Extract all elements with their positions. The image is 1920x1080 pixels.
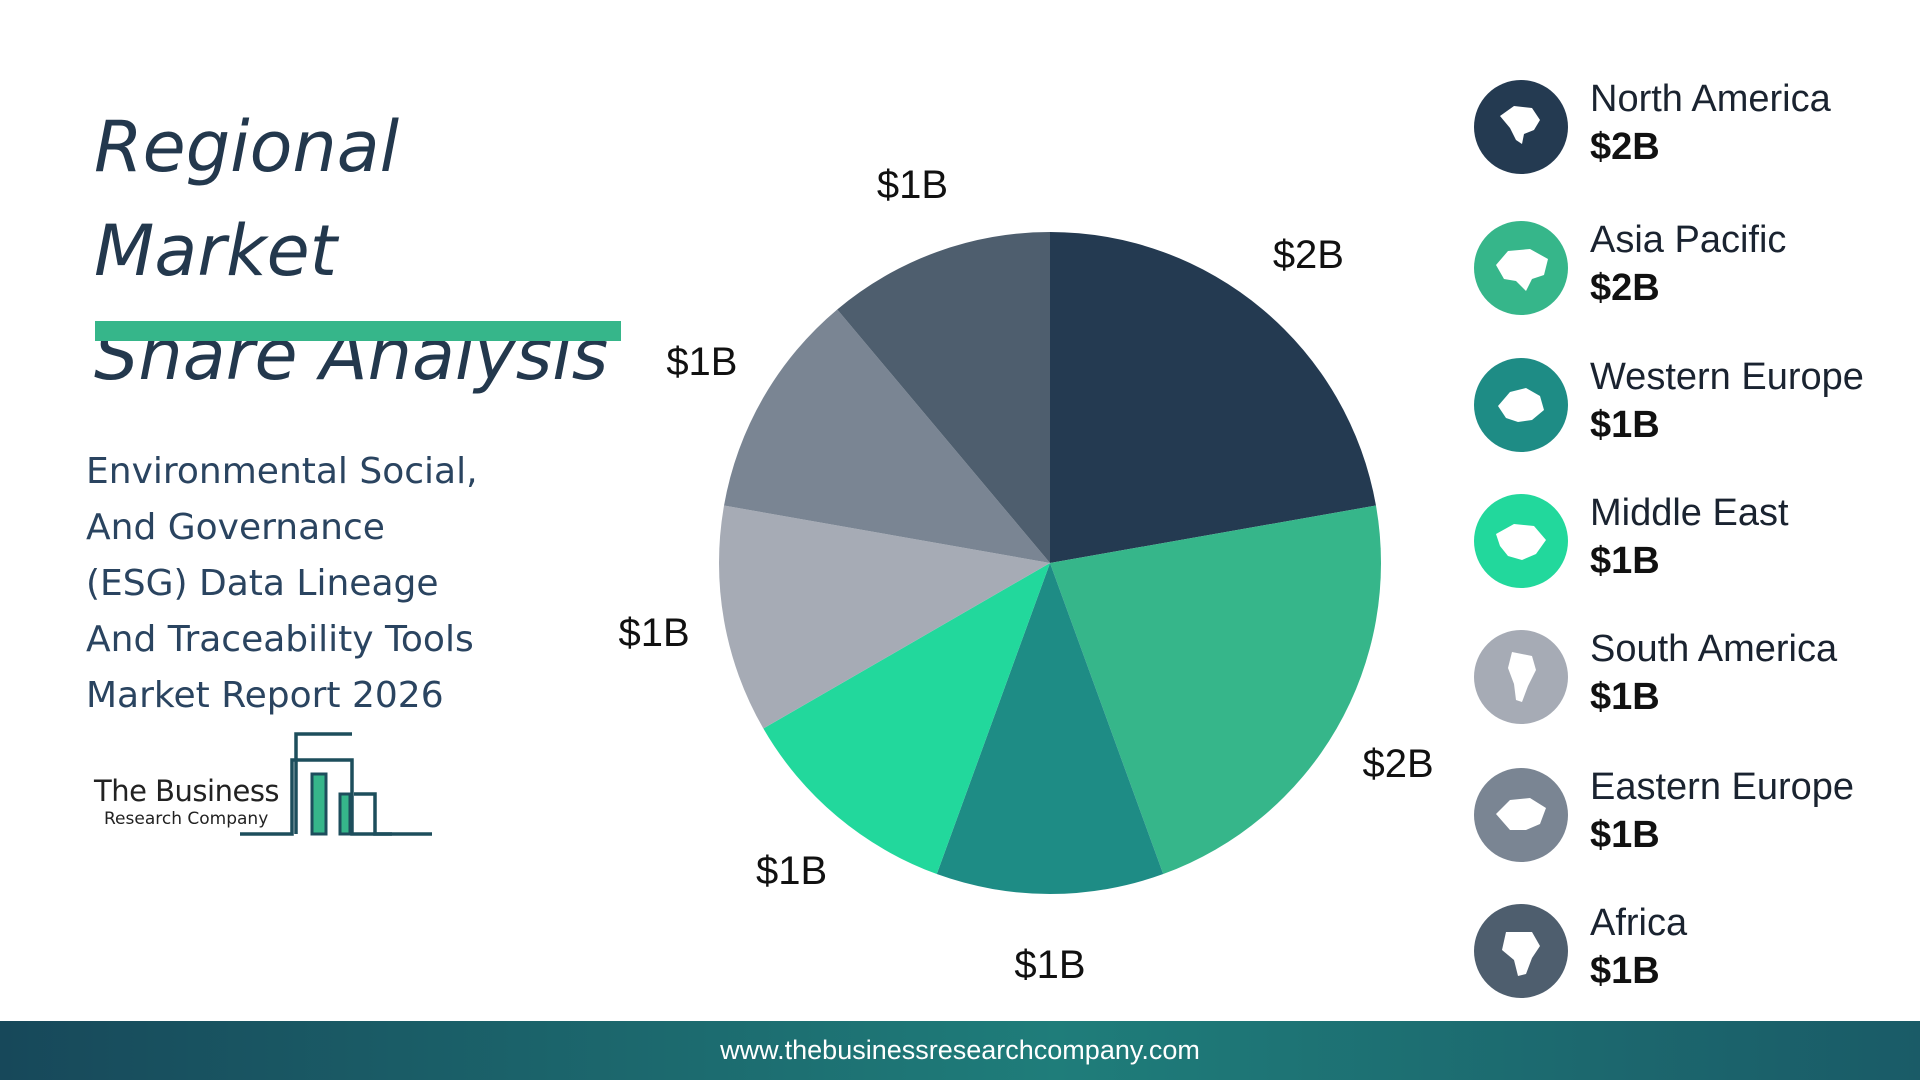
globe-graphic bbox=[1508, 652, 1536, 702]
legend-value: $2B bbox=[1590, 126, 1660, 168]
legend-value: $2B bbox=[1590, 267, 1660, 309]
globe-graphic bbox=[1500, 106, 1540, 144]
legend-value: $1B bbox=[1590, 540, 1660, 582]
report-name-line: Environmental Social, bbox=[86, 451, 478, 492]
page-title: Regional Market Share Analysis bbox=[94, 95, 654, 407]
legend-label: Middle East bbox=[1590, 492, 1789, 534]
continent-shape bbox=[1496, 524, 1546, 560]
data-label-eastern-europe: $1B bbox=[666, 340, 737, 384]
legend-label: Africa bbox=[1590, 902, 1688, 944]
globe-graphic bbox=[1502, 932, 1540, 976]
logo-name: The Business bbox=[94, 774, 280, 808]
legend-label: North America bbox=[1590, 78, 1831, 120]
legend-label: Eastern Europe bbox=[1590, 766, 1855, 808]
legend-item-middle-east: Middle East $1B bbox=[1474, 492, 1920, 594]
legend-item-africa: Africa $1B bbox=[1474, 902, 1920, 1004]
western-europe-globe-icon bbox=[1474, 358, 1568, 452]
data-label-middle-east: $1B bbox=[756, 849, 827, 893]
report-name-line: Market Report 2026 bbox=[86, 675, 444, 716]
data-label-africa: $1B bbox=[877, 163, 948, 207]
legend-label: South America bbox=[1590, 628, 1838, 670]
pie-slice-western-europe bbox=[936, 563, 1164, 895]
globe-graphic bbox=[1496, 524, 1546, 560]
data-label-western-europe: $1B bbox=[1014, 943, 1085, 980]
legend-label: Western Europe bbox=[1590, 356, 1864, 398]
logo-tagline: Research Company bbox=[104, 809, 269, 829]
pie-slice-africa bbox=[837, 232, 1050, 563]
legend-item-asia-pacific: Asia Pacific $2B bbox=[1474, 219, 1920, 321]
legend-item-south-america: South America $1B bbox=[1474, 628, 1920, 730]
asia-pacific-globe-icon bbox=[1474, 221, 1568, 315]
continent-shape bbox=[1502, 932, 1540, 976]
report-name-line: (ESG) Data Lineage bbox=[86, 563, 439, 604]
legend-item-north-america: North America $2B bbox=[1474, 78, 1920, 180]
data-label-north-america: $2B bbox=[1273, 233, 1344, 277]
continent-shape bbox=[1498, 388, 1544, 422]
pie-slice-eastern-europe bbox=[724, 309, 1050, 563]
pie-chart: $2B $2B $1B $1B $1B $1B $1B bbox=[600, 150, 1460, 980]
continent-shape bbox=[1496, 249, 1548, 291]
logo-bars-graphic bbox=[240, 732, 432, 836]
pie-chart-svg: $2B $2B $1B $1B $1B $1B $1B bbox=[619, 163, 1434, 980]
eastern-europe-globe-icon bbox=[1474, 768, 1568, 862]
data-label-asia-pacific: $2B bbox=[1363, 742, 1434, 786]
continent-shape bbox=[1508, 652, 1536, 702]
legend-item-eastern-europe: Eastern Europe $1B bbox=[1474, 766, 1920, 868]
legend-value: $1B bbox=[1590, 814, 1660, 856]
legend-value: $1B bbox=[1590, 404, 1660, 446]
report-name-line: And Governance bbox=[86, 507, 385, 548]
south-america-globe-icon bbox=[1474, 630, 1568, 724]
report-name-line: And Traceability Tools bbox=[86, 619, 474, 660]
globe-graphic bbox=[1498, 388, 1544, 422]
continent-shape bbox=[1500, 106, 1540, 144]
pie-slice-south-america bbox=[719, 505, 1050, 729]
title-line-2: Share Analysis bbox=[94, 314, 609, 396]
globe-graphic bbox=[1496, 249, 1548, 291]
data-label-south-america: $1B bbox=[619, 611, 690, 655]
legend-value: $1B bbox=[1590, 676, 1660, 718]
globe-graphic bbox=[1496, 798, 1546, 830]
legend-value: $1B bbox=[1590, 950, 1660, 992]
middle-east-globe-icon bbox=[1474, 494, 1568, 588]
title-underline bbox=[95, 321, 621, 341]
company-logo: The Business Research Company bbox=[92, 730, 442, 840]
pie-slice-asia-pacific bbox=[1050, 505, 1381, 875]
report-name: Environmental Social, And Governance (ES… bbox=[86, 444, 606, 724]
legend-item-western-europe: Western Europe $1B bbox=[1474, 356, 1920, 458]
legend-label: Asia Pacific bbox=[1590, 219, 1787, 261]
pie-slice-middle-east bbox=[763, 563, 1050, 875]
pie-slice-north-america bbox=[1050, 232, 1376, 563]
north-america-globe-icon bbox=[1474, 80, 1568, 174]
footer-bar: www.thebusinessresearchcompany.com bbox=[0, 1021, 1920, 1080]
footer-website-link[interactable]: www.thebusinessresearchcompany.com bbox=[720, 1035, 1200, 1065]
continent-shape bbox=[1496, 798, 1546, 830]
africa-globe-icon bbox=[1474, 904, 1568, 998]
title-line-1: Regional Market bbox=[94, 106, 400, 292]
